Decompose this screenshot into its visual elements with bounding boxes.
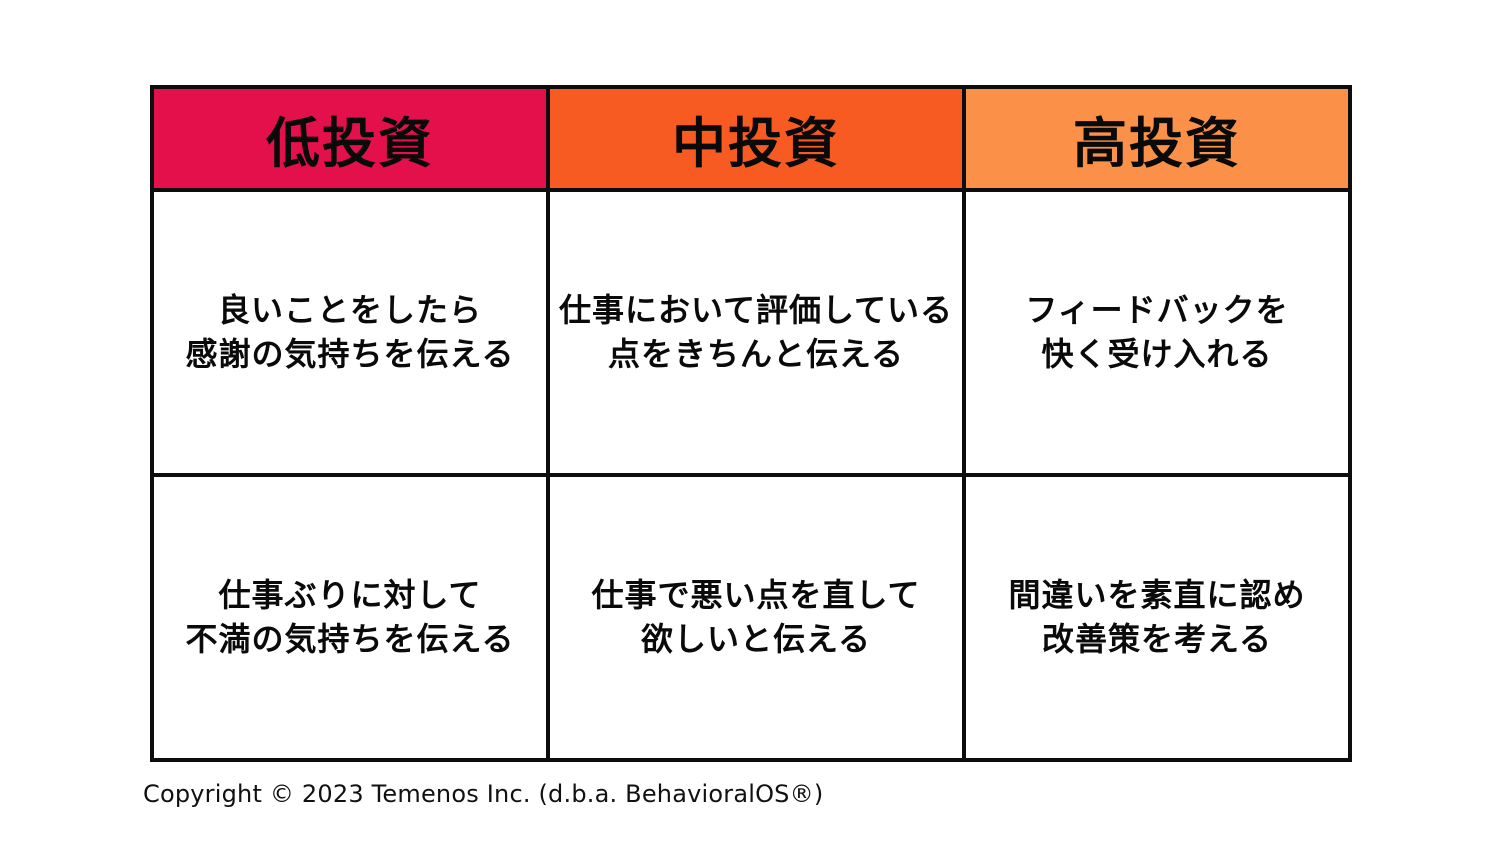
table-cell-high-row1: フィードバックを 快く受け入れる <box>962 188 1352 477</box>
column-header-low-investment: 低投資 <box>150 85 550 192</box>
table-cell-low-row2: 仕事ぶりに対して 不満の気持ちを伝える <box>150 473 550 762</box>
header-row: 低投資 中投資 高投資 <box>150 85 1352 192</box>
table-cell-mid-row2: 仕事で悪い点を直して 欲しいと伝える <box>546 473 966 762</box>
investment-matrix-table: 低投資 中投資 高投資 良いことをしたら 感謝の気持ちを伝える 仕事において評価… <box>150 85 1352 762</box>
table-cell-low-row1: 良いことをしたら 感謝の気持ちを伝える <box>150 188 550 477</box>
column-header-mid-investment: 中投資 <box>546 85 966 192</box>
table-cell-high-row2: 間違いを素直に認め 改善策を考える <box>962 473 1352 762</box>
table-row: 良いことをしたら 感謝の気持ちを伝える 仕事において評価している 点をきちんと伝… <box>150 188 1352 477</box>
table-row: 仕事ぶりに対して 不満の気持ちを伝える 仕事で悪い点を直して 欲しいと伝える 間… <box>150 473 1352 762</box>
table-cell-mid-row1: 仕事において評価している 点をきちんと伝える <box>546 188 966 477</box>
column-header-high-investment: 高投資 <box>962 85 1352 192</box>
copyright-text: Copyright © 2023 Temenos Inc. (d.b.a. Be… <box>143 780 824 808</box>
